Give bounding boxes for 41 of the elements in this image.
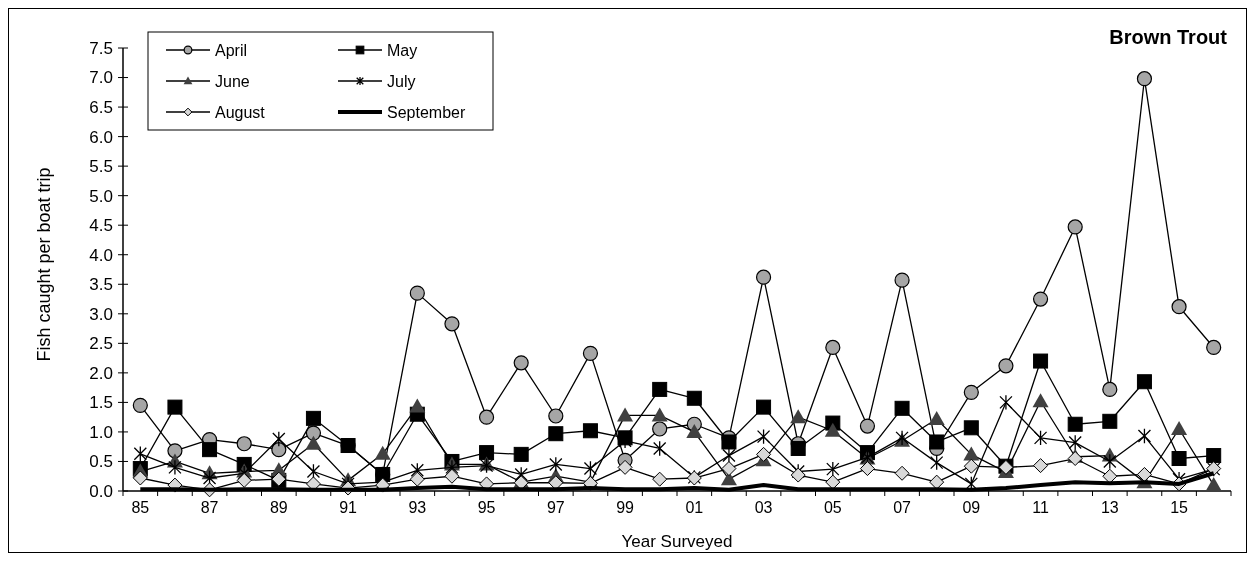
x-tick-label: 13 (1100, 499, 1119, 516)
y-tick-label: 5.0 (89, 186, 113, 206)
y-axis-title: Fish caught per boat trip (34, 167, 54, 362)
x-tick-label: 01 (685, 499, 704, 516)
y-tick-label: 4.5 (89, 216, 113, 236)
x-tick-label: 89 (269, 499, 288, 516)
y-tick-label: 7.5 (89, 38, 113, 58)
x-tick-label: 93 (408, 499, 427, 516)
x-tick-label: 97 (546, 499, 565, 516)
y-tick-label: 7.0 (89, 68, 113, 88)
y-tick-label: 0.5 (89, 452, 113, 472)
x-tick-label: 85 (131, 499, 150, 516)
y-tick-label: 1.5 (89, 393, 113, 413)
chart-title: Brown Trout (1109, 26, 1228, 48)
y-tick-label: 2.0 (89, 363, 113, 383)
y-tick-label: 1.0 (89, 422, 113, 442)
x-tick-label: 91 (339, 499, 358, 516)
legend-label: April (215, 41, 248, 59)
y-tick-label: 0.0 (89, 481, 113, 501)
legend-label: August (215, 103, 266, 121)
legend-label: May (387, 41, 418, 59)
y-tick-label: 4.0 (89, 245, 113, 265)
x-tick-label: 15 (1170, 499, 1189, 516)
y-tick-label: 5.5 (89, 157, 113, 177)
y-tick-label: 6.0 (89, 127, 113, 147)
x-tick-label: 03 (754, 499, 773, 516)
y-tick-label: 6.5 (89, 98, 113, 118)
legend-label: July (387, 72, 416, 90)
x-tick-label: 99 (616, 499, 635, 516)
x-tick-label: 07 (893, 499, 912, 516)
x-tick-label: 05 (823, 499, 842, 516)
legend-label: June (215, 72, 250, 90)
y-tick-label: 3.5 (89, 275, 113, 295)
y-tick-label: 3.0 (89, 304, 113, 324)
x-tick-label: 87 (200, 499, 219, 516)
x-tick-label: 09 (962, 499, 981, 516)
y-tick-label: 2.5 (89, 334, 113, 354)
legend-label: September (387, 103, 466, 121)
x-axis-title: Year Surveyed (621, 532, 733, 551)
x-tick-label: 11 (1032, 499, 1049, 516)
x-tick-label: 95 (477, 499, 496, 516)
